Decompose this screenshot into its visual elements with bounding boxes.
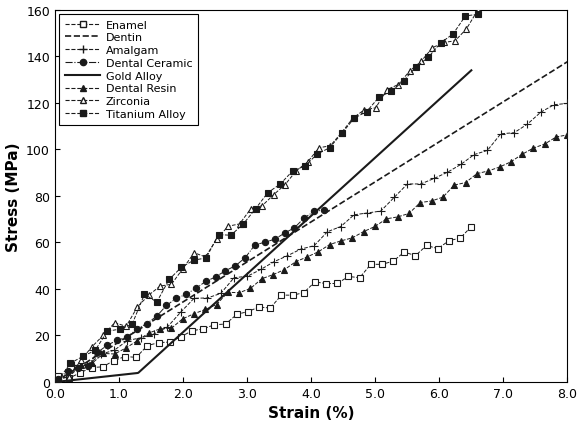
Legend: Enamel, Dentin, Amalgam, Dental Ceramic, Gold Alloy, Dental Resin, Zirconia, Tit: Enamel, Dentin, Amalgam, Dental Ceramic,… <box>59 15 198 125</box>
Y-axis label: Stress (MPa): Stress (MPa) <box>6 142 20 251</box>
X-axis label: Strain (%): Strain (%) <box>268 406 354 420</box>
